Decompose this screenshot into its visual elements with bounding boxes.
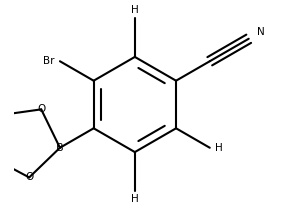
Text: Br: Br bbox=[43, 56, 55, 66]
Text: H: H bbox=[215, 143, 223, 153]
Text: H: H bbox=[131, 5, 139, 15]
Text: O: O bbox=[37, 104, 45, 114]
Text: B: B bbox=[56, 143, 64, 153]
Text: N: N bbox=[257, 27, 265, 37]
Text: H: H bbox=[131, 194, 139, 204]
Text: O: O bbox=[25, 172, 33, 182]
